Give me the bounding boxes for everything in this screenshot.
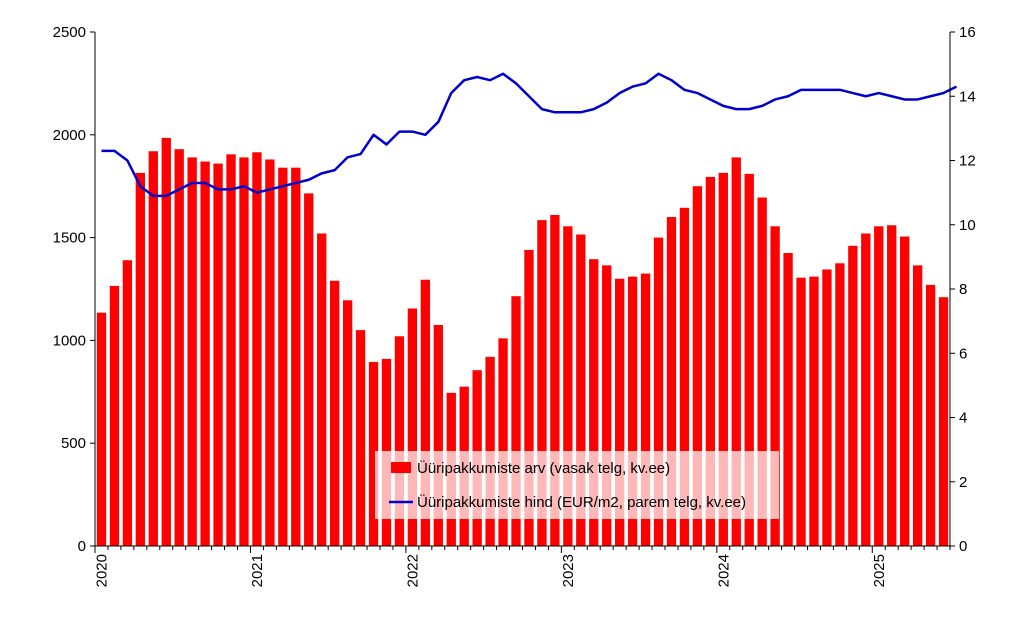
right-tick-label: 4 — [959, 410, 967, 427]
axes: 0 500 1000 1500 2000 2500 0 2 4 6 8 10 12 14 16 2020 202… — [53, 24, 976, 587]
bar — [861, 233, 871, 547]
bar — [653, 237, 664, 546]
bar — [679, 207, 690, 547]
x-tick-label: 2022 — [404, 554, 421, 587]
bar — [537, 220, 547, 546]
bar — [770, 226, 780, 547]
bar — [226, 154, 236, 546]
bar — [615, 278, 625, 546]
bar — [783, 253, 793, 546]
price-line — [101, 72, 958, 198]
bar — [200, 161, 210, 546]
bar — [938, 297, 949, 546]
bar — [433, 324, 443, 546]
bar — [563, 226, 573, 547]
right-tick-label: 2 — [959, 474, 967, 491]
bar — [239, 157, 249, 547]
bar — [394, 336, 405, 546]
bar — [718, 172, 728, 546]
bar — [109, 285, 120, 546]
bar — [809, 276, 819, 546]
bar — [252, 152, 262, 546]
left-tick-label: 2000 — [53, 127, 86, 144]
bar — [666, 217, 677, 547]
legend-swatch-bars — [391, 462, 411, 473]
bar — [265, 159, 275, 546]
bar — [148, 151, 158, 546]
legend-label-line: Üüripakkumiste hind (EUR/m2, parem telg,… — [417, 493, 746, 511]
x-tick-label: 2020 — [93, 554, 110, 587]
line-series — [101, 72, 958, 198]
bar — [627, 276, 638, 546]
left-tick-label: 1500 — [53, 230, 86, 247]
bar — [161, 137, 171, 546]
x-tick-label: 2024 — [715, 554, 732, 587]
bar — [731, 157, 741, 547]
left-tick-label: 0 — [78, 538, 86, 555]
bar — [822, 269, 832, 546]
bar — [342, 300, 353, 546]
bar — [420, 279, 431, 546]
bar — [122, 260, 133, 546]
bar — [900, 236, 910, 546]
left-tick-label: 1000 — [53, 332, 86, 349]
right-tick-label: 12 — [959, 153, 976, 170]
bar — [602, 265, 612, 546]
legend-box — [375, 451, 779, 519]
bar — [874, 226, 884, 547]
bar — [796, 277, 806, 546]
legend: Üüripakkumiste arv (vasak telg, kv.ee) Ü… — [375, 451, 779, 519]
bar — [278, 167, 288, 546]
bar — [187, 157, 197, 547]
bar — [912, 265, 923, 546]
right-tick-label: 6 — [959, 345, 967, 362]
bar — [407, 308, 418, 546]
bar — [291, 167, 301, 546]
right-tick-label: 8 — [959, 281, 967, 298]
x-tick-label: 2023 — [560, 554, 577, 587]
bar — [511, 296, 521, 546]
legend-label-bars: Üüripakkumiste arv (vasak telg, kv.ee) — [417, 459, 670, 477]
bar — [576, 234, 586, 546]
bar — [757, 197, 767, 546]
left-tick-label: 2500 — [53, 24, 86, 41]
bar — [368, 361, 379, 546]
bar — [304, 193, 314, 546]
bar — [705, 176, 716, 546]
right-tick-label: 14 — [959, 88, 976, 105]
bar — [213, 163, 223, 546]
bar — [848, 245, 858, 546]
bar — [524, 249, 534, 546]
bar — [925, 284, 936, 546]
x-tick-label: 2021 — [249, 554, 266, 587]
bar — [96, 312, 107, 546]
right-tick-label: 0 — [959, 538, 967, 555]
bar — [744, 173, 754, 547]
bar — [887, 225, 897, 546]
bar — [550, 214, 560, 547]
right-tick-label: 16 — [959, 24, 976, 41]
bar — [589, 259, 599, 546]
bar — [355, 330, 366, 546]
bar — [174, 149, 184, 546]
bar — [835, 263, 845, 546]
bar — [498, 338, 508, 546]
bar — [135, 172, 146, 546]
left-tick-label: 500 — [61, 435, 86, 452]
right-tick-label: 10 — [959, 217, 976, 234]
bar — [640, 273, 651, 546]
bar — [317, 233, 327, 547]
bar — [692, 186, 703, 546]
bar — [330, 280, 340, 546]
x-tick-label: 2025 — [871, 554, 888, 587]
